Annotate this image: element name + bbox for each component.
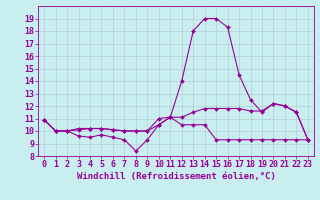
X-axis label: Windchill (Refroidissement éolien,°C): Windchill (Refroidissement éolien,°C) [76,172,276,181]
